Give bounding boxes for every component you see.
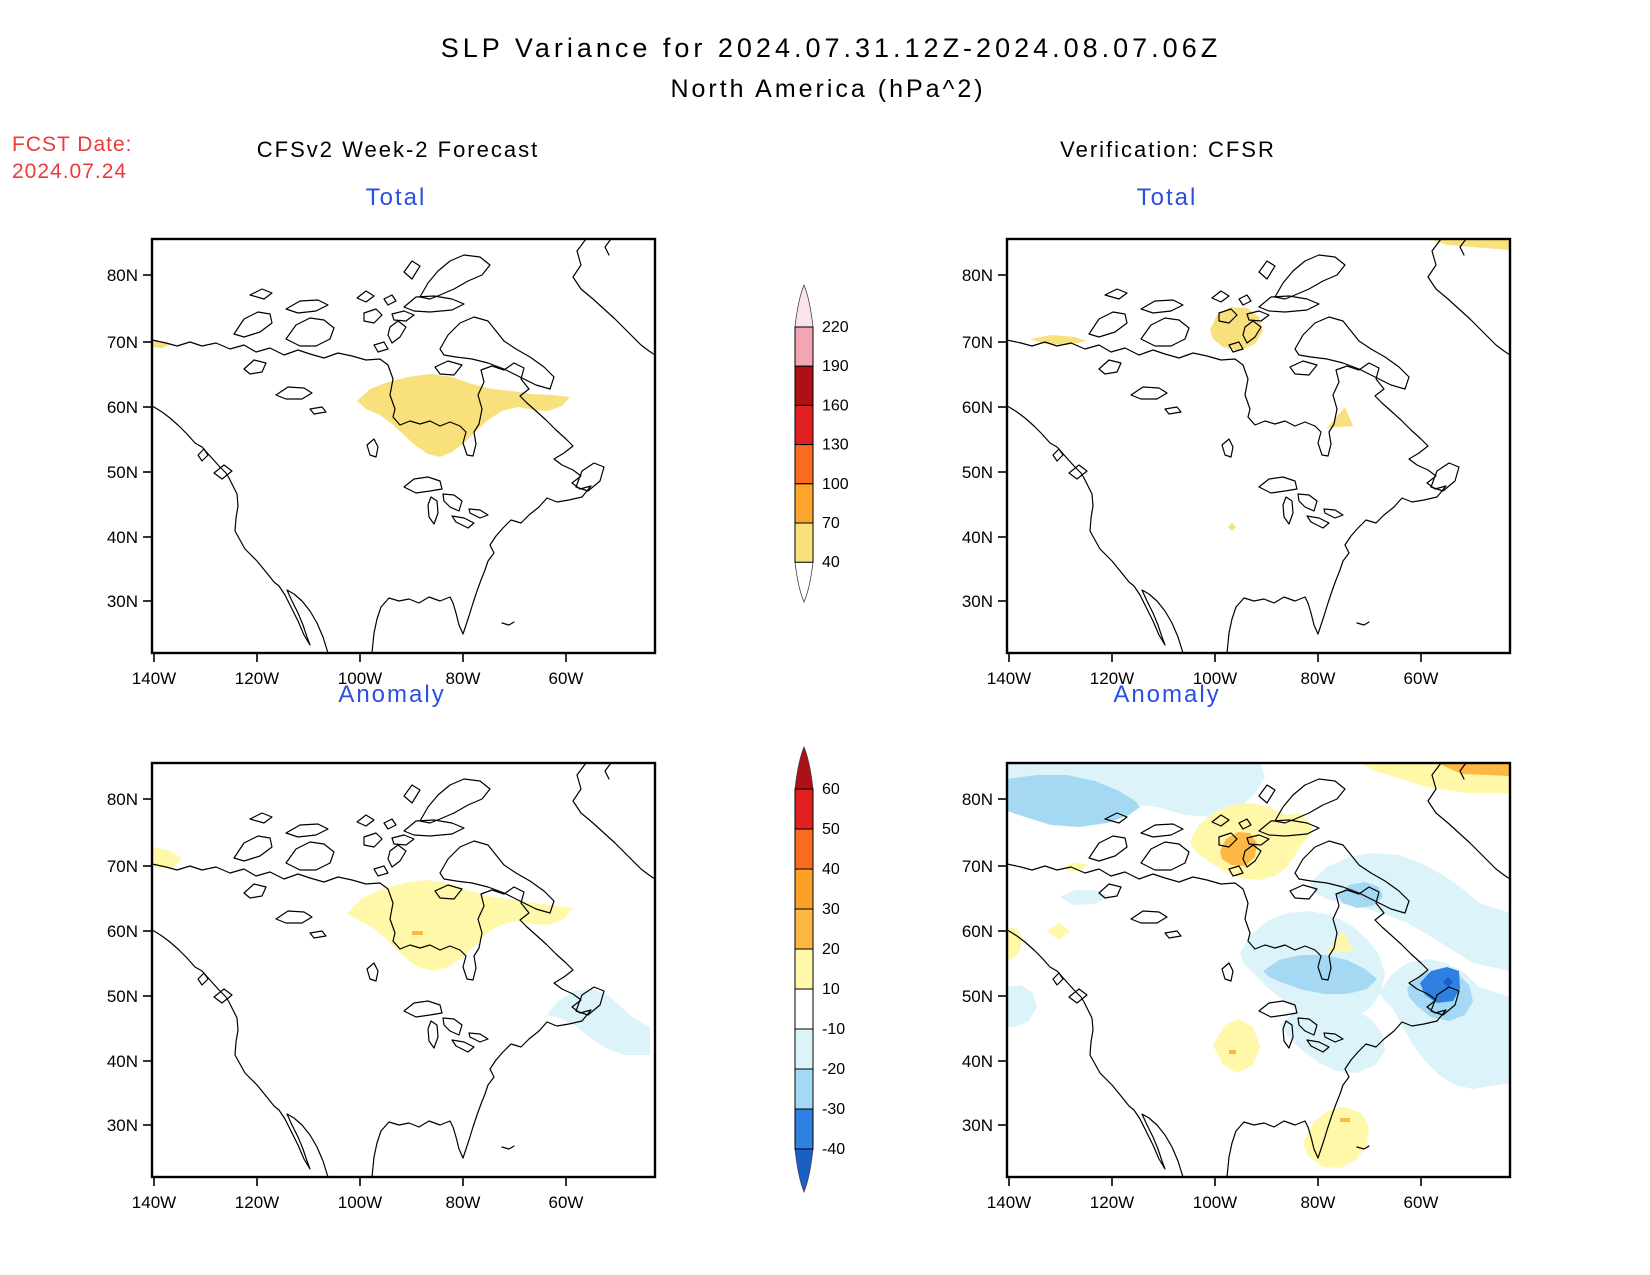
forecast-date-label: FCST Date:	[12, 133, 133, 156]
svg-text:100: 100	[822, 476, 849, 493]
svg-text:-20: -20	[822, 1061, 845, 1078]
svg-text:100W: 100W	[338, 669, 382, 688]
forecast-date-block: FCST Date: 2024.07.24	[12, 131, 132, 185]
svg-text:-40: -40	[822, 1141, 845, 1158]
svg-text:100W: 100W	[1193, 1193, 1237, 1212]
svg-text:60N: 60N	[107, 398, 138, 417]
svg-text:80N: 80N	[107, 266, 138, 285]
svg-text:60W: 60W	[549, 669, 584, 688]
svg-text:50: 50	[822, 821, 840, 838]
svg-text:30: 30	[822, 901, 840, 918]
svg-text:40N: 40N	[107, 1052, 138, 1071]
svg-text:100W: 100W	[338, 1193, 382, 1212]
svg-text:130: 130	[822, 437, 849, 454]
svg-text:30N: 30N	[107, 1116, 138, 1135]
svg-text:80W: 80W	[1301, 1193, 1336, 1212]
panel-title-verification-anomaly: Anomaly	[1113, 681, 1221, 708]
svg-text:160: 160	[822, 397, 849, 414]
svg-text:40N: 40N	[962, 528, 993, 547]
svg-text:70: 70	[822, 515, 840, 532]
svg-text:-10: -10	[822, 1021, 845, 1038]
svg-text:40N: 40N	[107, 528, 138, 547]
svg-text:50N: 50N	[962, 463, 993, 482]
svg-text:20: 20	[822, 941, 840, 958]
forecast-date-value: 2024.07.24	[12, 160, 128, 183]
svg-text:60: 60	[822, 781, 840, 798]
svg-text:-30: -30	[822, 1101, 845, 1118]
svg-text:50N: 50N	[107, 463, 138, 482]
svg-text:80N: 80N	[107, 790, 138, 809]
svg-text:40N: 40N	[962, 1052, 993, 1071]
panel-title-verification-total: Total	[1136, 184, 1198, 211]
svg-text:190: 190	[822, 358, 849, 375]
svg-text:120W: 120W	[1090, 1193, 1134, 1212]
panel-title-forecast-anomaly: Anomaly	[338, 681, 446, 708]
svg-text:80N: 80N	[962, 790, 993, 809]
svg-text:140W: 140W	[132, 669, 176, 688]
svg-text:40: 40	[822, 554, 840, 571]
colorbar-total: 220 190 160 130 100 70 40	[780, 248, 910, 625]
svg-text:60W: 60W	[1404, 669, 1439, 688]
svg-text:30N: 30N	[107, 592, 138, 611]
svg-text:70N: 70N	[107, 333, 138, 352]
map-forecast-anomaly: 80N 70N 60N 50N 40N 30N 140W 120W 100W 80W 60W	[107, 761, 657, 1212]
svg-text:140W: 140W	[132, 1193, 176, 1212]
svg-text:60W: 60W	[549, 1193, 584, 1212]
svg-text:100W: 100W	[1193, 669, 1237, 688]
svg-text:60N: 60N	[107, 922, 138, 941]
svg-text:120W: 120W	[235, 669, 279, 688]
svg-text:120W: 120W	[235, 1193, 279, 1212]
svg-text:70N: 70N	[962, 857, 993, 876]
svg-text:30N: 30N	[962, 592, 993, 611]
colorbar-anomaly: 60 50 40 30 20 10 -10 -20 -30 -40	[780, 733, 910, 1213]
svg-text:80W: 80W	[1301, 669, 1336, 688]
map-verification-anomaly: 80N 70N 60N 50N 40N 30N 140W 120W 100W 80W 60W	[962, 761, 1512, 1212]
svg-text:70N: 70N	[107, 857, 138, 876]
svg-text:30N: 30N	[962, 1116, 993, 1135]
svg-text:140W: 140W	[987, 669, 1031, 688]
svg-text:80W: 80W	[446, 1193, 481, 1212]
svg-text:50N: 50N	[107, 987, 138, 1006]
figure-subtitle: North America (hPa^2)	[670, 75, 986, 103]
svg-text:40: 40	[822, 861, 840, 878]
panel-title-forecast-total: Total	[365, 184, 427, 211]
svg-text:80W: 80W	[446, 669, 481, 688]
svg-text:60N: 60N	[962, 398, 993, 417]
svg-text:50N: 50N	[962, 987, 993, 1006]
figure-title: SLP Variance for 2024.07.31.12Z-2024.08.…	[440, 33, 1222, 63]
map-forecast-total: 80N 70N 60N 50N 40N 30N 140W 120W 100W 80W 60W	[107, 237, 657, 688]
column-header-forecast: CFSv2 Week-2 Forecast	[256, 137, 540, 162]
map-verification-total: 80N 70N 60N 50N 40N 30N 140W 120W 100W 80W 60W	[962, 237, 1512, 688]
svg-text:60W: 60W	[1404, 1193, 1439, 1212]
svg-text:220: 220	[822, 319, 849, 336]
svg-text:10: 10	[822, 981, 840, 998]
svg-text:70N: 70N	[962, 333, 993, 352]
svg-text:140W: 140W	[987, 1193, 1031, 1212]
column-header-verification: Verification: CFSR	[1060, 137, 1276, 162]
svg-text:60N: 60N	[962, 922, 993, 941]
svg-text:80N: 80N	[962, 266, 993, 285]
svg-text:120W: 120W	[1090, 669, 1134, 688]
